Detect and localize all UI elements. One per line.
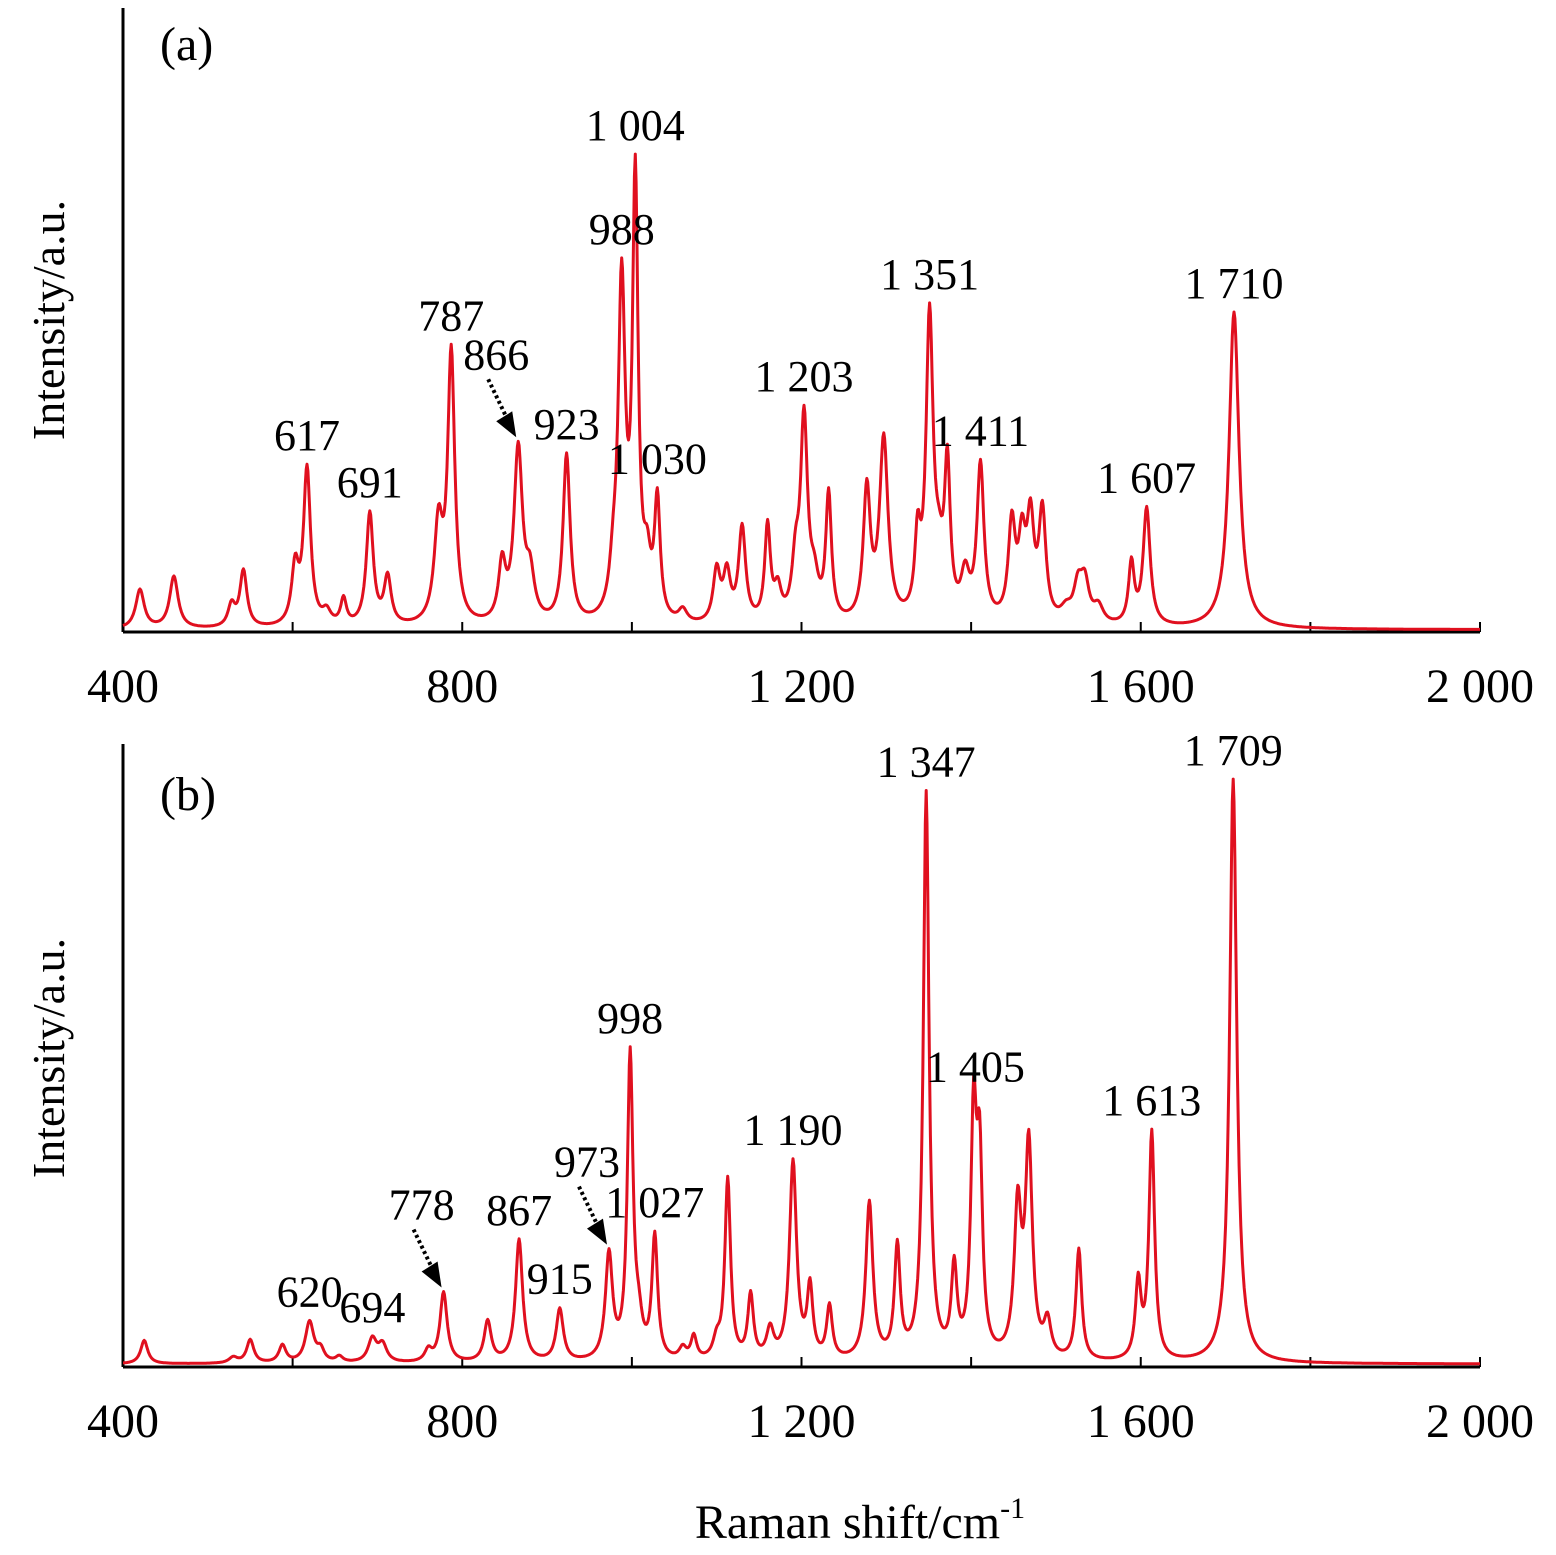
x-axis-label-superscript: -1 <box>1000 1492 1025 1525</box>
x-tick-label: 1 600 <box>1087 660 1195 713</box>
x-tick-label: 2 000 <box>1426 1395 1534 1448</box>
peak-label: 988 <box>589 205 655 254</box>
peak-label: 1 190 <box>744 1106 843 1155</box>
peak-label: 915 <box>527 1255 593 1304</box>
y-axis-label: Intensity/a.u. <box>23 938 74 1178</box>
peak-label: 1 709 <box>1184 726 1283 775</box>
peak-label: 778 <box>389 1181 455 1230</box>
peak-label: 998 <box>597 994 663 1043</box>
x-axis-label: Raman shift/cm-1 <box>695 1492 1025 1549</box>
x-axis-label-text: Raman shift/cm <box>695 1496 1000 1549</box>
peak-label: 1 203 <box>755 352 854 401</box>
spectrum-line <box>122 152 1481 631</box>
peak-label: 1 004 <box>586 101 685 150</box>
x-tick-label: 400 <box>87 1395 159 1448</box>
panel-a: 400 800 1 200 1 600 2 000 Intensity/a.u. (a) 61… <box>23 8 1534 713</box>
peak-label: 617 <box>274 411 340 460</box>
peak-label: 923 <box>534 400 600 449</box>
peak-arrow-head <box>421 1261 442 1288</box>
peak-label: 867 <box>486 1186 552 1235</box>
peak-label: 1 411 <box>932 406 1029 455</box>
y-axis-label: Intensity/a.u. <box>23 200 74 440</box>
peak-label: 866 <box>463 330 529 379</box>
peak-label: 787 <box>418 291 484 340</box>
x-tick-label: 800 <box>426 660 498 713</box>
peak-label: 973 <box>554 1138 620 1187</box>
peak-label: 694 <box>339 1283 405 1332</box>
x-tick-label: 1 600 <box>1087 1395 1195 1448</box>
x-tick-label: 400 <box>87 660 159 713</box>
peak-label: 1 030 <box>608 435 707 484</box>
panel-b: 400 800 1 200 1 600 2 000 Intensity/a.u. (b) 62… <box>23 726 1534 1448</box>
peak-label: 1 710 <box>1185 259 1284 308</box>
x-tick-label: 800 <box>426 1395 498 1448</box>
spectrum-line <box>122 777 1481 1366</box>
x-tick-label: 1 200 <box>748 1395 856 1448</box>
peak-label: 1 613 <box>1102 1076 1201 1125</box>
panel-label: (a) <box>160 18 213 71</box>
panel-label: (b) <box>160 768 216 821</box>
peak-arrow-head <box>586 1218 607 1245</box>
peak-label: 691 <box>337 458 403 507</box>
peak-label: 620 <box>277 1267 343 1316</box>
peak-label: 1 351 <box>880 250 979 299</box>
peak-arrow-head <box>496 411 517 438</box>
peak-label: 1 027 <box>605 1178 704 1227</box>
peak-label: 1 405 <box>926 1042 1025 1091</box>
x-tick-label: 1 200 <box>748 660 856 713</box>
peak-label: 1 607 <box>1097 453 1196 502</box>
peak-label: 1 347 <box>877 737 976 786</box>
x-tick-label: 2 000 <box>1426 660 1534 713</box>
